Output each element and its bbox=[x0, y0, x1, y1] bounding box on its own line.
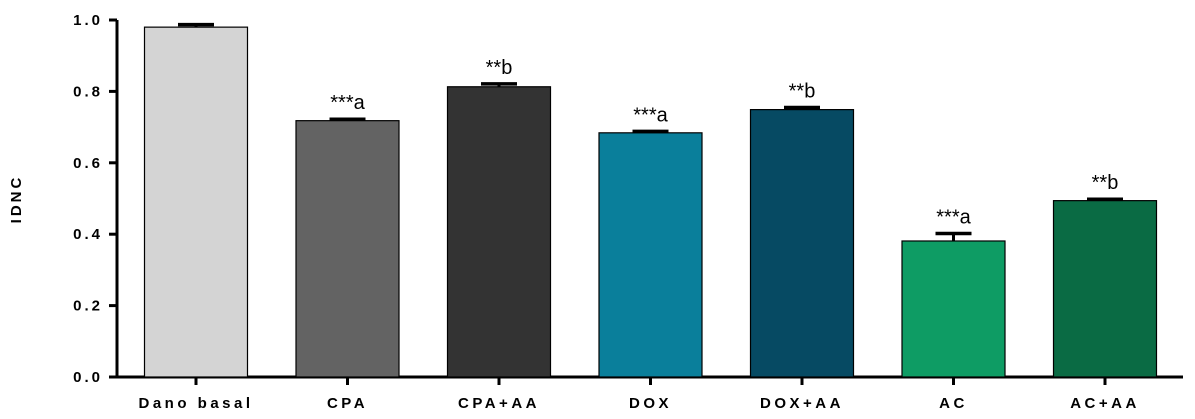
significance-label: **b bbox=[789, 80, 816, 102]
category-label: DOX+AA bbox=[760, 395, 844, 412]
y-tick-label: 0.4 bbox=[73, 226, 103, 243]
bar bbox=[143, 26, 249, 378]
y-tick-label: 0.2 bbox=[73, 298, 103, 315]
bar bbox=[598, 132, 703, 378]
y-tick-label: 1.0 bbox=[73, 12, 103, 29]
significance-label: ***a bbox=[936, 206, 971, 228]
bar bbox=[295, 120, 400, 378]
significance-label: **b bbox=[1092, 172, 1119, 194]
category-label: AC+AA bbox=[1070, 395, 1140, 412]
significance-label: ***a bbox=[330, 92, 365, 114]
category-label: CPA bbox=[327, 395, 368, 412]
y-axis-label: IDNC bbox=[8, 175, 25, 224]
category-label: CPA+AA bbox=[458, 395, 540, 412]
significance-label: **b bbox=[486, 57, 513, 79]
y-tick-label: 0.0 bbox=[73, 369, 103, 386]
bar bbox=[901, 240, 1006, 378]
bars: ***a **b ***a **b ***a **b bbox=[143, 22, 1158, 378]
category-label: AC bbox=[939, 395, 968, 412]
bar bbox=[749, 109, 855, 378]
category-label: Dano basal bbox=[138, 395, 253, 412]
bar bbox=[1052, 200, 1158, 378]
y-tick-label: 0.8 bbox=[73, 83, 103, 100]
category-label: DOX bbox=[629, 395, 672, 412]
bar bbox=[446, 86, 552, 378]
significance-label: ***a bbox=[633, 104, 668, 126]
y-axis: 0.0 0.2 0.4 0.6 0.8 1.0 bbox=[73, 12, 119, 386]
x-axis: Dano basal CPA CPA+AA DOX DOX+AA AC AC+AA bbox=[115, 375, 1183, 412]
y-tick-label: 0.6 bbox=[73, 155, 103, 172]
